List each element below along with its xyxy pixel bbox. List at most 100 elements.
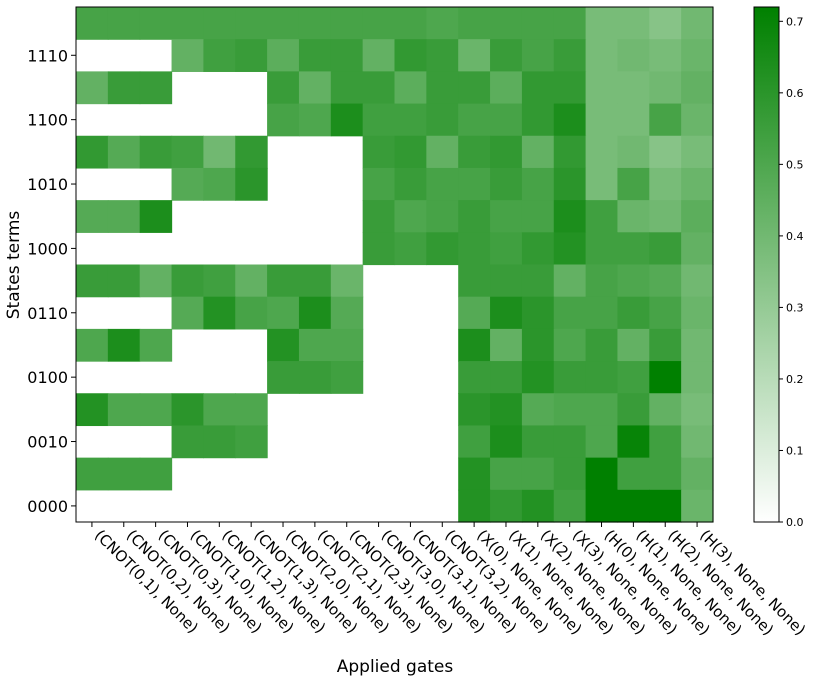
heatmap-cell [553,457,587,491]
heatmap-cell [649,425,682,459]
heatmap-cell [203,167,236,201]
heatmap-cell [203,393,236,427]
heatmap-cell [171,7,204,40]
heatmap-cell [458,71,491,105]
y-tick-label: 1100 [27,111,68,130]
heatmap-cell [171,167,204,201]
heatmap-cell [681,200,714,233]
heatmap-cell [458,328,491,362]
heatmap-cell [490,39,523,72]
heatmap-cell [585,328,619,362]
colorbar [753,6,780,523]
heatmap-cell [426,135,459,169]
heatmap-cell [585,200,619,233]
heatmap-cell [298,7,332,40]
heatmap-cell [267,361,300,394]
heatmap-cell [681,393,714,427]
heatmap-cell [490,264,523,298]
heatmap-cell [617,167,650,201]
heatmap-cell [298,39,332,72]
heatmap-cell [139,200,173,233]
heatmap-cell [617,103,650,137]
heatmap-cell [649,489,682,523]
heatmap-cell [521,200,555,233]
heatmap-cell [681,361,714,394]
heatmap-cell [490,71,523,105]
colorbar-tick-label: 0.2 [786,373,804,386]
heatmap-cell [585,103,619,137]
heatmap-cell [394,71,427,105]
heatmap-cell [617,71,650,105]
heatmap-cell [362,7,396,40]
heatmap-cell [458,489,491,523]
heatmap-cell [330,71,364,105]
heatmap-cell [490,328,523,362]
heatmap-cell [107,457,141,491]
heatmap-cell [426,232,459,266]
heatmap-cell [330,361,364,394]
colorbar-tick-label: 0.3 [786,301,804,314]
heatmap-cell [76,393,109,427]
heatmap-cell [298,103,332,137]
heatmap-cell [617,135,650,169]
heatmap-cell [267,328,300,362]
heatmap-cell [267,39,300,72]
heatmap-cell [681,167,714,201]
colorbar-tick-label: 0.6 [786,87,804,100]
heatmap-cell [681,71,714,105]
heatmap-cell [617,425,650,459]
y-tick-label: 0110 [27,304,68,323]
heatmap-cell [553,425,587,459]
heatmap-cell [585,167,619,201]
colorbar-tick-label: 0.7 [786,15,804,28]
heatmap-cell [681,103,714,137]
heatmap-cell [521,457,555,491]
heatmap-cell [617,393,650,427]
heatmap-cell [617,457,650,491]
heatmap-cell [171,264,204,298]
heatmap-cell [139,71,173,105]
heatmap-cell [362,103,396,137]
heatmap-cell [330,296,364,330]
heatmap-cell [617,489,650,523]
heatmap-cell [490,135,523,169]
y-tick-label: 1110 [27,46,68,65]
heatmap-cell [490,425,523,459]
heatmap-cell [235,135,268,169]
heatmap-cell [267,296,300,330]
heatmap-cell [330,103,364,137]
heatmap-cell [585,71,619,105]
heatmap-cell [490,167,523,201]
heatmap-cell [521,135,555,169]
heatmap-cell [585,393,619,427]
heatmap-cell [235,296,268,330]
heatmap-cell [394,167,427,201]
heatmap-cell [458,425,491,459]
heatmap-cell [171,39,204,72]
heatmap-cell [76,457,109,491]
heatmap-cell [649,393,682,427]
heatmap-cell [139,457,173,491]
heatmap-cell [362,232,396,266]
heatmap-cell [426,103,459,137]
heatmap-cell [458,264,491,298]
heatmap-cell [107,328,141,362]
heatmap-cell [458,457,491,491]
heatmap-cell [649,167,682,201]
heatmap-cell [617,232,650,266]
heatmap-cell [681,264,714,298]
heatmap-cell [235,39,268,72]
heatmap-cell [76,200,109,233]
heatmap-cell [458,232,491,266]
heatmap-cell [681,7,714,40]
heatmap-cell [76,135,109,169]
heatmap-cell [458,167,491,201]
heatmap-cell [553,200,587,233]
heatmap-cell [649,103,682,137]
heatmap-cell [171,425,204,459]
heatmap-cell [107,393,141,427]
heatmap-cell [362,71,396,105]
heatmap-cell [203,39,236,72]
heatmap-cell [649,296,682,330]
heatmap-cell [553,361,587,394]
